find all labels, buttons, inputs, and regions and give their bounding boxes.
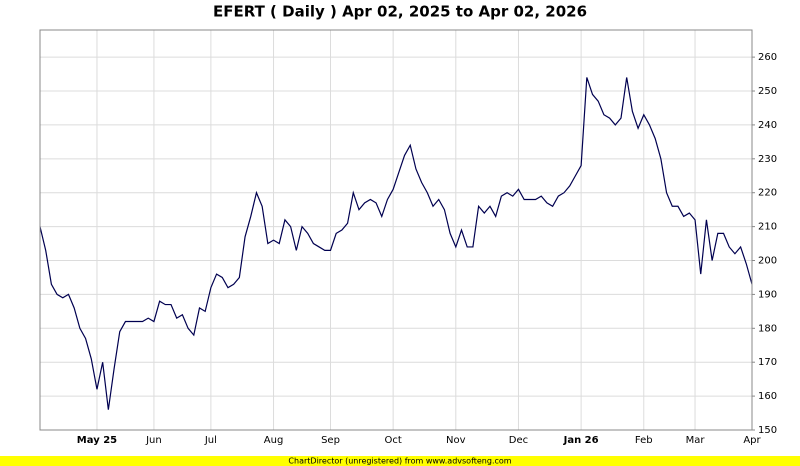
x-tick-label: Sep (321, 435, 340, 446)
y-tick-label: 240 (758, 120, 777, 131)
y-tick-label: 150 (758, 425, 777, 436)
y-tick-label: 200 (758, 256, 777, 267)
y-tick-label: 190 (758, 289, 777, 300)
footer: ChartDirector (unregistered) from www.ad… (288, 457, 511, 466)
y-tick-label: 250 (758, 86, 777, 97)
y-tick-label: 230 (758, 154, 777, 165)
y-tick-label: 180 (758, 323, 777, 334)
y-tick-label: 160 (758, 391, 777, 402)
x-tick-label: Mar (686, 435, 706, 446)
plot-area (39, 29, 753, 431)
y-tick-label: 220 (758, 188, 777, 199)
x-tick-label: Aug (264, 435, 284, 446)
x-tick-label: Oct (385, 435, 402, 446)
x-tick-label: Apr (743, 435, 761, 446)
x-tick-label: Nov (446, 435, 466, 446)
x-tick-label: Jan 26 (563, 435, 599, 446)
x-tick-label: May 25 (77, 435, 117, 446)
x-tick-label: Feb (635, 435, 653, 446)
plot-area (39, 29, 753, 431)
x-tick-label: Jun (145, 435, 162, 446)
y-tick-label: 260 (758, 52, 777, 63)
x-tick-label: Jul (204, 435, 217, 446)
price-line (39, 77, 753, 410)
y-tick-label: 210 (758, 222, 777, 233)
footer-bar (0, 456, 800, 466)
x-tick-label: Dec (509, 435, 528, 446)
y-tick-label: 170 (758, 357, 777, 368)
chart-title: EFERT ( Daily ) Apr 02, 2025 to Apr 02, … (213, 3, 587, 21)
